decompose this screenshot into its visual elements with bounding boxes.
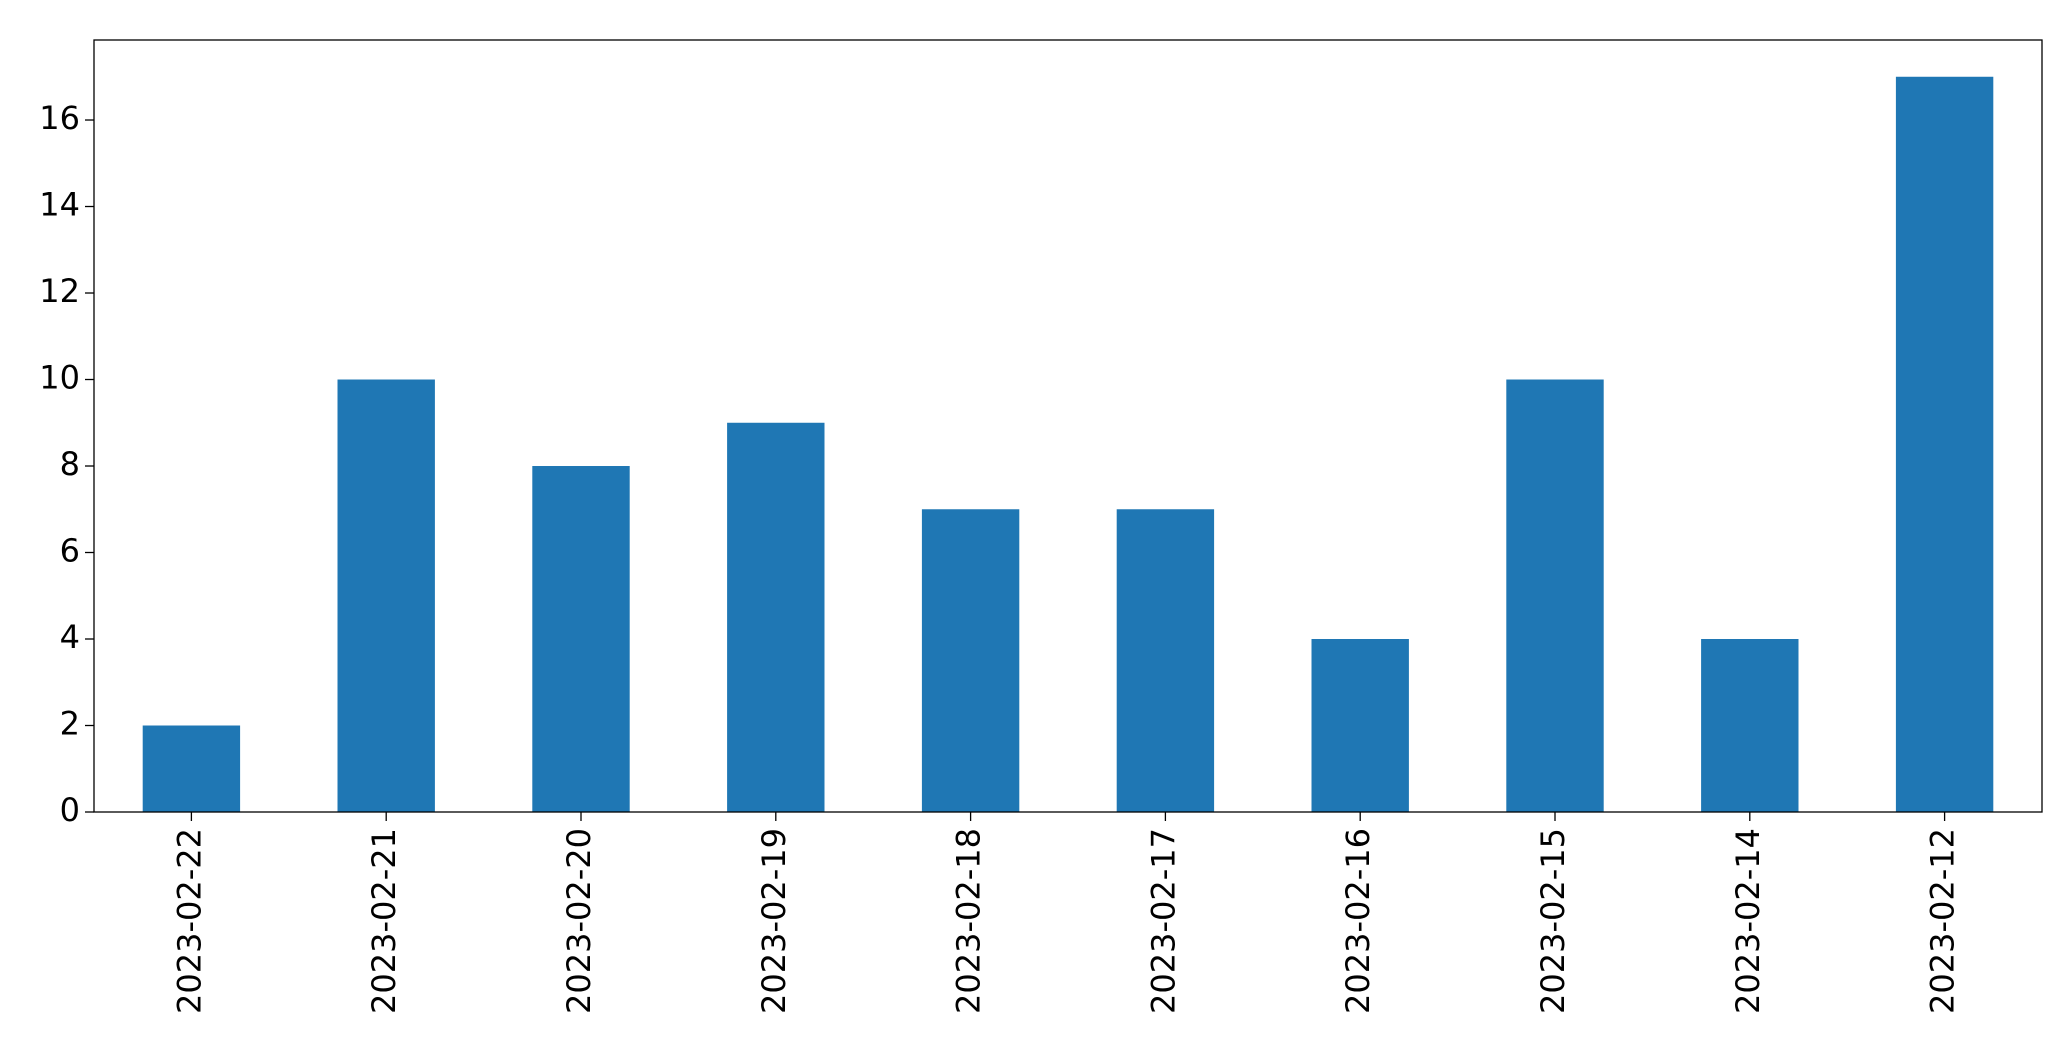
- bar: [1895, 76, 1994, 812]
- x-tick-label: 2023-02-12: [1924, 828, 1962, 1014]
- bar: [1116, 509, 1215, 812]
- y-tick-label: 0: [60, 791, 80, 829]
- bar: [921, 509, 1020, 812]
- x-tick-label: 2023-02-18: [950, 828, 988, 1014]
- y-tick-label: 4: [60, 618, 80, 656]
- x-tick-label: 2023-02-14: [1729, 828, 1767, 1014]
- y-tick-label: 8: [60, 445, 80, 483]
- x-tick-label: 2023-02-16: [1339, 828, 1377, 1014]
- y-tick-label: 6: [60, 532, 80, 570]
- x-tick-label: 2023-02-19: [755, 828, 793, 1014]
- bar: [1506, 379, 1604, 812]
- bar: [1311, 639, 1409, 812]
- x-tick-label: 2023-02-22: [170, 828, 208, 1014]
- plot-frame: [93, 39, 2043, 813]
- x-tick-label: 2023-02-21: [365, 828, 403, 1014]
- y-tick-label: 16: [39, 99, 80, 137]
- bar: [337, 379, 435, 812]
- bar: [727, 422, 825, 812]
- bar: [1701, 639, 1799, 812]
- y-tick-label: 12: [39, 272, 80, 310]
- x-tick-label: 2023-02-15: [1534, 828, 1572, 1014]
- x-tick-label: 2023-02-20: [560, 828, 598, 1014]
- y-tick-label: 2: [60, 705, 80, 743]
- x-tick-label: 2023-02-17: [1144, 828, 1182, 1014]
- bar: [532, 466, 630, 812]
- y-tick-label: 10: [39, 359, 80, 397]
- y-tick-label: 14: [39, 186, 80, 224]
- bar: [142, 725, 241, 812]
